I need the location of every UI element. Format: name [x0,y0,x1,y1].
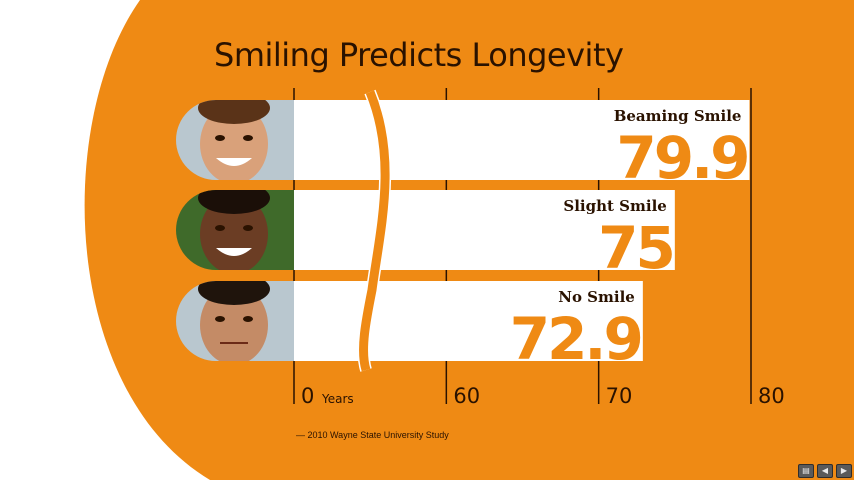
source-citation: — 2010 Wayne State University Study [296,430,449,440]
face-photo-1 [176,190,294,270]
x-tick-label-0: 0 [301,384,314,408]
bar-1 [294,190,675,270]
category-label-1: Slight Smile [563,197,666,215]
player-controls: ▤ ◀ ▶ [798,464,852,478]
next-icon[interactable]: ▶ [836,464,852,478]
slide-title: Smiling Predicts Longevity [214,36,624,74]
category-label-0: Beaming Smile [614,107,742,125]
category-label-2: No Smile [558,288,635,306]
x-axis-unit: Years [321,392,354,406]
face-photo-0 [176,100,294,180]
x-tick-label-3: 80 [758,384,785,408]
x-tick-label-2: 70 [606,384,633,408]
value-label-2: 72.9 [510,305,641,373]
bar-0 [294,100,750,180]
value-label-1: 75 [598,214,673,282]
axis-break-mark [359,90,390,372]
value-label-0: 79.9 [616,124,747,192]
slides-icon[interactable]: ▤ [798,464,814,478]
x-tick-label-1: 60 [453,384,480,408]
bar-2 [294,281,643,361]
previous-icon[interactable]: ◀ [817,464,833,478]
face-photo-2 [176,281,294,361]
